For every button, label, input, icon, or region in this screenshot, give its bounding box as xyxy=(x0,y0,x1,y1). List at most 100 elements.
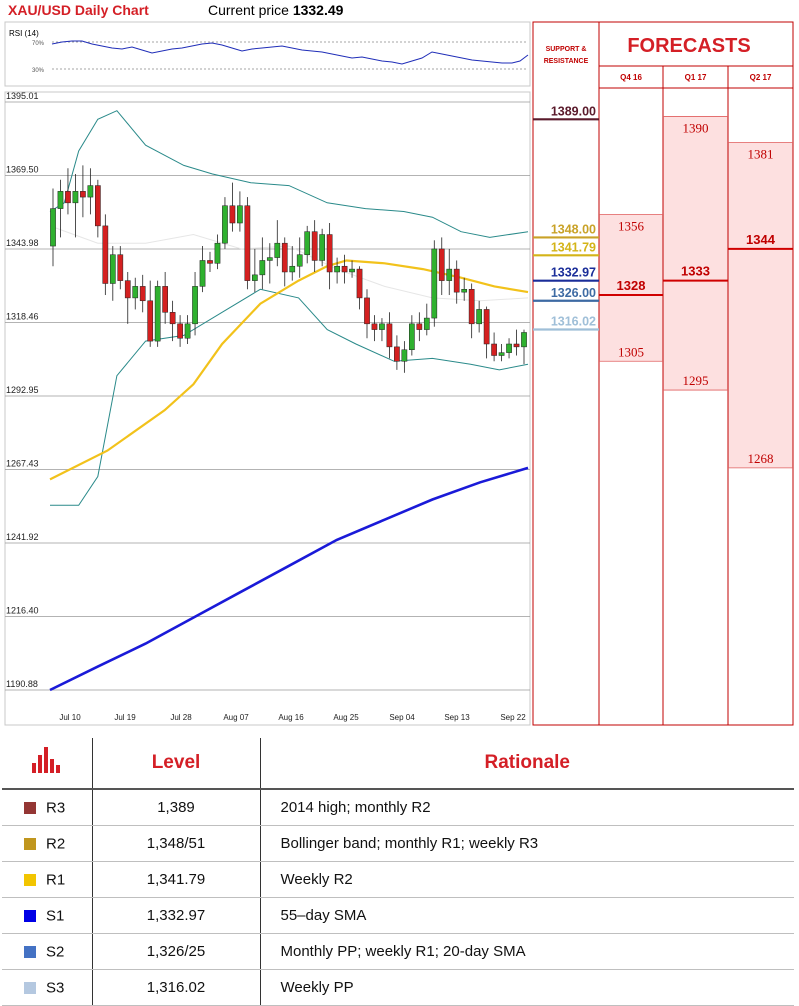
candle-body xyxy=(468,289,475,325)
candle xyxy=(334,257,340,284)
level-code: S3 xyxy=(46,979,65,997)
level-value: 1,332.97 xyxy=(92,897,261,934)
level-value: 1,316.02 xyxy=(92,969,261,1006)
candle xyxy=(491,332,497,362)
x-tick-labels: Jul 10 Jul 19 Jul 28 Aug 07 Aug 16 Aug 25 Sep … xyxy=(59,713,526,722)
candle xyxy=(453,260,460,304)
forecast-range xyxy=(663,116,728,391)
level-rationale: 2014 high; monthly R2 xyxy=(260,789,794,826)
candle xyxy=(401,341,408,373)
candle-body xyxy=(222,205,228,244)
support-resistance-panel: SUPPORT & RESISTANCE xyxy=(532,21,600,726)
candle xyxy=(57,179,64,238)
table-row: R3 1,389 2014 high; monthly R2 xyxy=(2,789,794,826)
rsi-panel: RSI (14) 70% 30% xyxy=(4,21,531,87)
sr-level-label: 1341.79 xyxy=(551,240,596,254)
candle-body xyxy=(453,268,460,293)
candle-body xyxy=(72,191,79,204)
forecast-range xyxy=(599,214,663,362)
candle-body xyxy=(409,323,415,351)
levels-body: R3 1,389 2014 high; monthly R2 R2 1,348/51 Bo… xyxy=(2,789,794,1006)
sr-level-label: 1316.02 xyxy=(551,315,596,329)
y-tick-label: 1343.98 xyxy=(6,238,39,248)
candle xyxy=(356,266,363,310)
candle-body xyxy=(237,205,243,224)
candle-body xyxy=(438,248,445,281)
y-tick-label: 1395.01 xyxy=(6,91,39,101)
candle xyxy=(446,248,453,296)
price-label: Current price xyxy=(208,2,289,18)
candle xyxy=(394,335,400,370)
candle xyxy=(199,246,206,293)
x-tick-label: Sep 22 xyxy=(500,713,526,722)
candle-body xyxy=(162,286,168,313)
header-title: XAU/USD Daily Chart xyxy=(8,2,149,18)
candle-body xyxy=(491,343,497,356)
candle-body xyxy=(379,323,385,330)
candle-body xyxy=(319,234,325,261)
x-tick-label: Aug 07 xyxy=(223,713,249,722)
rsi-label: RSI (14) xyxy=(9,29,39,38)
x-tick-label: Aug 25 xyxy=(333,713,359,722)
candle xyxy=(259,237,266,290)
candle xyxy=(364,289,370,339)
candle-body xyxy=(109,254,116,284)
candle-body xyxy=(207,260,213,264)
x-tick-label: Sep 04 xyxy=(389,713,415,722)
candle xyxy=(416,312,423,342)
levels-table: Level Rationale R3 1,389 2014 high; monthl… xyxy=(2,738,794,1006)
candle-body xyxy=(214,242,221,264)
forecast-low-label: 1295 xyxy=(683,373,709,388)
x-tick-label: Aug 16 xyxy=(278,713,304,722)
level-code-cell: S2 xyxy=(2,933,93,970)
candle xyxy=(244,197,251,290)
level-color-swatch xyxy=(24,837,36,850)
candle-body xyxy=(132,286,139,299)
y-tick-labels: 1395.01 1369.50 1343.98 1318.46 1292.95 1267.… xyxy=(6,91,39,689)
y-tick-label: 1190.88 xyxy=(6,679,38,689)
x-tick-label: Sep 13 xyxy=(444,713,470,722)
forecast-column-label: Q4 16 xyxy=(620,73,642,82)
candle xyxy=(162,271,168,324)
level-code-cell: R3 xyxy=(2,789,93,826)
table-row: R1 1,341.79 Weekly R2 xyxy=(2,861,794,898)
candle xyxy=(192,271,198,336)
forecast-title: FORECASTS xyxy=(627,35,750,57)
chart-svg: RSI (14) 70% 30% 1395.011369.501343.9813… xyxy=(4,21,794,726)
candle xyxy=(304,225,311,264)
candle-body xyxy=(476,309,482,325)
level-code: S1 xyxy=(46,907,65,925)
table-row: R2 1,348/51 Bollinger band; monthly R1; we… xyxy=(2,825,794,862)
candle xyxy=(386,312,393,359)
forecast-mid-label: 1333 xyxy=(681,264,710,279)
candle-body xyxy=(386,323,393,348)
header-rationale: Rationale xyxy=(260,738,794,790)
sr-heading-line2: RESISTANCE xyxy=(544,58,589,65)
level-value: 1,348/51 xyxy=(92,825,261,862)
level-code-cell: R2 xyxy=(2,825,93,862)
sr-level-label: 1332.97 xyxy=(551,266,596,280)
candle xyxy=(289,246,296,281)
candle xyxy=(252,248,258,293)
price-value: 1332.49 xyxy=(292,2,344,18)
candle xyxy=(513,329,520,356)
candle xyxy=(229,182,236,232)
forecast-mid-label: 1328 xyxy=(617,278,646,293)
level-code: S2 xyxy=(46,943,65,961)
table-row: S2 1,326/25 Monthly PP; weekly R1; 20-day … xyxy=(2,933,794,970)
candle xyxy=(461,277,468,301)
candle-body xyxy=(95,185,101,227)
candle-body xyxy=(252,274,258,281)
forecast-low-label: 1305 xyxy=(618,344,644,359)
candle xyxy=(65,168,71,215)
candle-body xyxy=(394,346,400,362)
candle xyxy=(132,277,139,310)
candles xyxy=(50,165,527,373)
candle xyxy=(80,165,86,218)
candle xyxy=(117,246,124,290)
level-code: R2 xyxy=(46,835,66,853)
candle-body xyxy=(199,260,206,287)
candle-body xyxy=(326,234,333,273)
candle-body xyxy=(154,286,161,342)
forecast-low-label: 1268 xyxy=(748,451,774,466)
